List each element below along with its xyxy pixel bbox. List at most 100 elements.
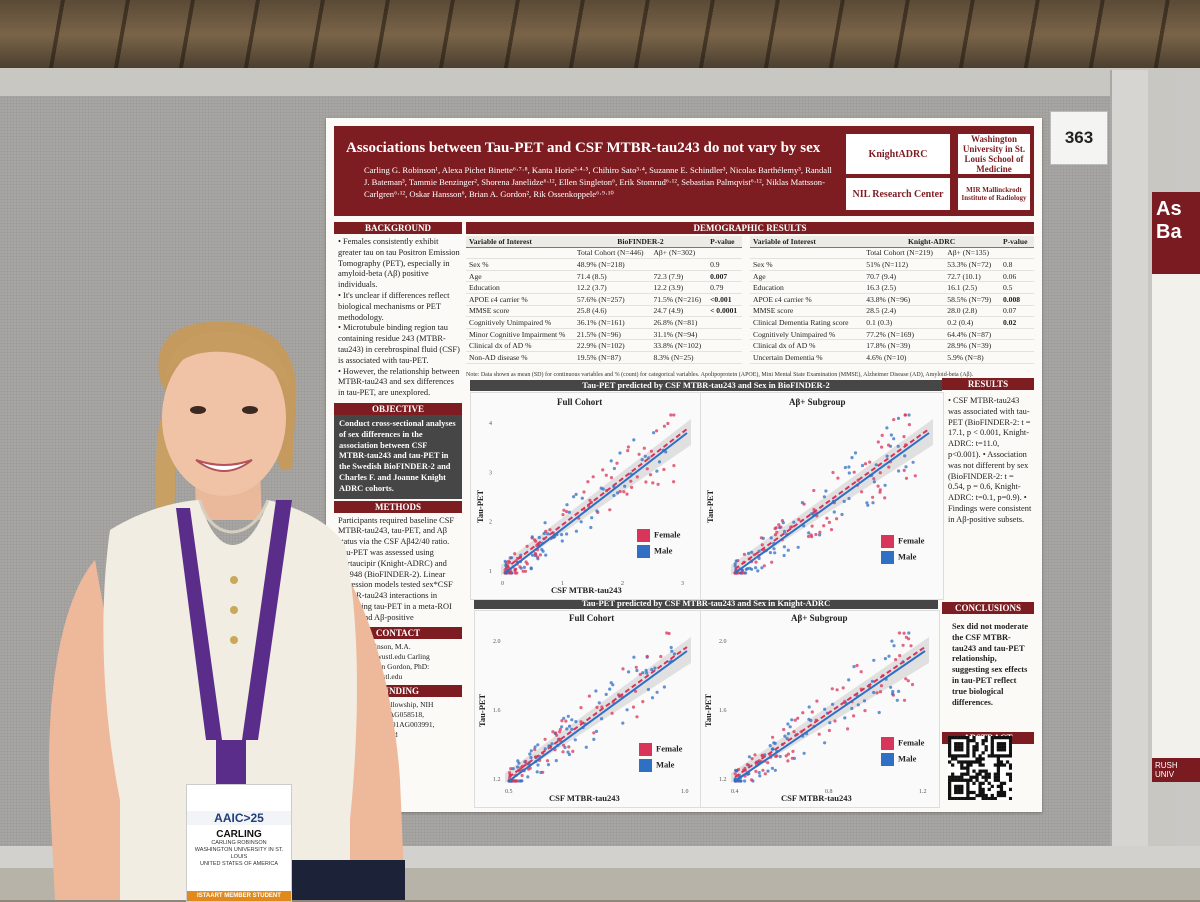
y-tick-label: 1.2 — [493, 777, 501, 783]
scatter-point — [897, 631, 902, 635]
scatter-point — [504, 563, 508, 567]
scatter-point — [513, 568, 517, 572]
scatter-point — [734, 559, 738, 563]
scatter-point — [595, 705, 599, 709]
scatter-point — [913, 474, 917, 478]
scatter-point — [766, 769, 770, 773]
scatter-point — [672, 652, 677, 656]
x-tick-label: 1.0 — [681, 789, 689, 795]
scatter-point — [768, 551, 772, 555]
qr-module — [987, 796, 991, 800]
scatter-point — [878, 690, 883, 694]
scatter-point — [754, 566, 758, 570]
scatter-point — [879, 684, 884, 688]
bf2-pos-panel: Aβ+ Subgroup Tau-PET Female Male — [700, 392, 944, 600]
qr-module — [954, 775, 958, 779]
table-cell: 51% (N=112) — [863, 258, 945, 271]
qr-module — [984, 748, 988, 752]
scatter-point — [594, 729, 599, 733]
scatter-point — [609, 476, 614, 480]
booth-number: 363 — [1050, 111, 1108, 165]
qr-module — [975, 772, 979, 776]
scatter-point — [782, 529, 787, 534]
knight-table: Variable of Interest Knight-ADRC P-value To… — [750, 236, 1034, 364]
scatter-point — [648, 473, 653, 477]
table-row: Minor Cognitive Impairment % 21.5% (N=96)… — [466, 328, 742, 341]
table-cell: 28.9% (N=39) — [944, 339, 1000, 352]
scatter-point — [750, 550, 754, 554]
qr-module — [975, 745, 979, 749]
scatter-point — [883, 657, 887, 661]
scatter-point — [786, 548, 790, 552]
scatter-point — [872, 658, 876, 662]
scatter-point — [831, 470, 835, 475]
scatter-point — [565, 510, 569, 514]
table-cell: 31.1% (N=94) — [650, 328, 708, 341]
knight-full-ylabel: Tau-PET — [477, 693, 487, 727]
scatter-point — [597, 701, 601, 705]
scatter-point — [645, 467, 649, 471]
scatter-point — [843, 465, 847, 470]
scatter-point — [911, 460, 915, 464]
table-cell: Clinical dx of AD % — [750, 339, 864, 352]
scatter-point — [538, 553, 542, 557]
table-cell: 57.6% (N=257) — [573, 293, 651, 306]
table-cell — [707, 351, 742, 364]
female-swatch — [639, 743, 652, 756]
knight-pos-legend: Female Male — [881, 737, 924, 766]
objective-text: Conduct cross-sectional analyses of sex … — [334, 414, 462, 499]
scatter-point — [652, 431, 656, 435]
qr-module — [963, 736, 967, 740]
qr-module — [990, 796, 994, 800]
washu-logo: Washington University in St. Louis Schoo… — [958, 134, 1030, 174]
scatter-point — [560, 533, 564, 537]
qr-module — [987, 775, 991, 779]
qr-module — [960, 763, 964, 767]
x-tick-label: 0.8 — [825, 789, 833, 795]
scatter-point — [535, 770, 539, 774]
qr-module — [981, 769, 985, 773]
background-bullet: • Females consistently exhibit greater t… — [338, 237, 460, 290]
confidence-band — [731, 637, 929, 783]
scatter-point — [870, 679, 874, 683]
scatter-point — [789, 525, 793, 529]
scatter-point — [792, 730, 796, 734]
scatter-point — [574, 492, 578, 496]
background-section: • Females consistently exhibit greater t… — [334, 234, 462, 403]
scatter-point — [512, 779, 516, 783]
qr-module — [972, 754, 976, 758]
table-cell — [750, 247, 864, 260]
scatter-point — [548, 528, 552, 532]
scatter-point — [565, 727, 569, 731]
qr-code-icon[interactable] — [948, 736, 1012, 800]
legend-male: Male — [654, 545, 673, 556]
scatter-point — [796, 716, 800, 720]
scatter-point — [836, 476, 840, 480]
qr-module — [960, 754, 964, 758]
scatter-point — [842, 499, 846, 503]
qr-module — [999, 748, 1004, 752]
qr-module — [1005, 754, 1010, 758]
scatter-point — [669, 645, 673, 650]
qr-module — [984, 796, 988, 800]
scatter-point — [885, 426, 889, 430]
scatter-point — [833, 719, 837, 723]
qr-module — [951, 775, 955, 779]
scatter-point — [883, 483, 887, 487]
qr-module — [948, 748, 952, 752]
scatter-point — [589, 525, 593, 530]
table-cell: 17.8% (N=39) — [863, 339, 945, 352]
qr-module — [1002, 790, 1007, 795]
scatter-point — [885, 454, 889, 458]
scatter-point — [744, 567, 748, 571]
background-bullet: • However, the relationship between MTBR… — [338, 366, 460, 398]
qr-module — [957, 742, 961, 746]
floor — [0, 868, 1200, 900]
x-tick-label: 0.4 — [731, 789, 739, 795]
table-cell: Sex % — [750, 258, 864, 271]
qr-module — [984, 769, 988, 773]
table-cell: 28.5 (2.4) — [863, 305, 945, 318]
qr-module — [990, 784, 994, 789]
scatter-point — [518, 565, 522, 569]
scatter-point — [565, 503, 569, 507]
